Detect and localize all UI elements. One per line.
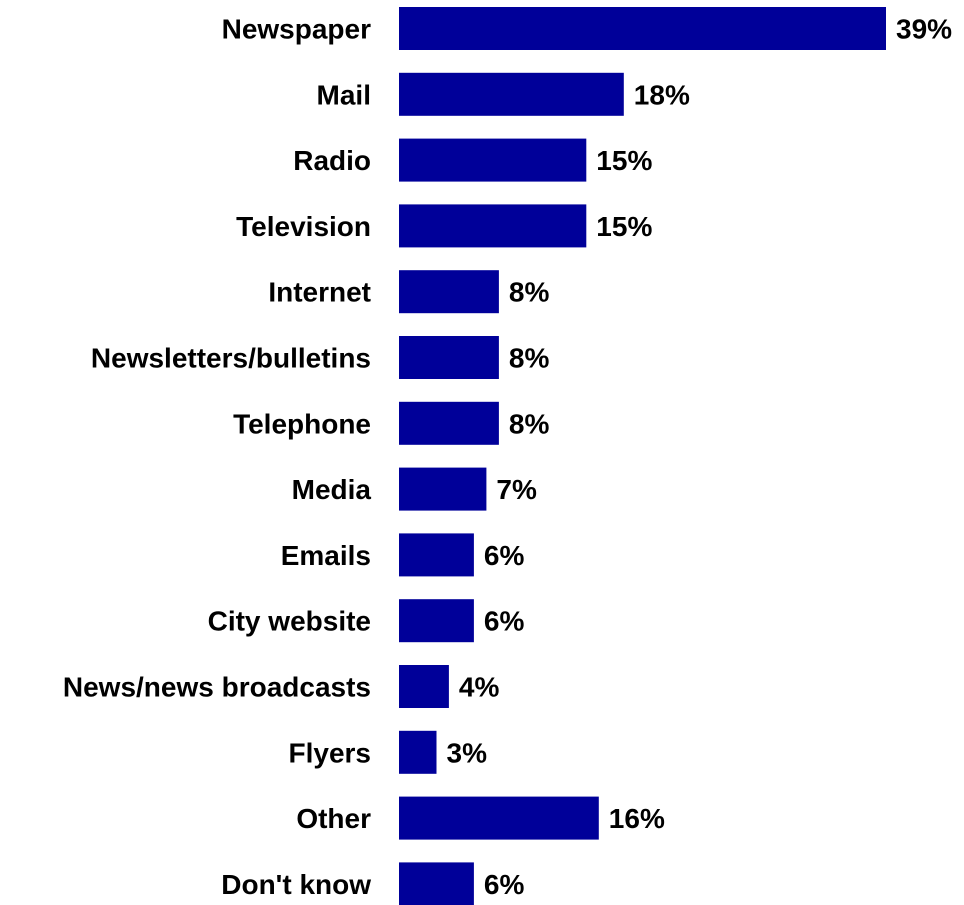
category-label-mail: Mail bbox=[317, 79, 371, 110]
category-label-media: Media bbox=[292, 474, 372, 505]
category-label-newsletters-bulletins: Newsletters/bulletins bbox=[91, 343, 371, 374]
value-label-mail: 18% bbox=[634, 79, 690, 110]
category-label-flyers: Flyers bbox=[289, 737, 372, 768]
value-label-don-t-know: 6% bbox=[484, 869, 525, 900]
category-label-telephone: Telephone bbox=[233, 408, 371, 439]
bar-radio bbox=[399, 138, 587, 182]
value-label-television: 15% bbox=[596, 211, 652, 242]
category-label-radio: Radio bbox=[293, 145, 371, 176]
category-label-internet: Internet bbox=[268, 277, 371, 308]
bar-mail bbox=[399, 72, 624, 116]
bar-news-news-broadcasts bbox=[399, 665, 449, 708]
bars-group bbox=[399, 7, 886, 905]
category-label-television: Television bbox=[236, 211, 371, 242]
value-label-emails: 6% bbox=[484, 540, 525, 571]
bar-emails bbox=[399, 533, 474, 577]
category-label-other: Other bbox=[296, 803, 371, 834]
value-label-newspaper: 39% bbox=[896, 14, 952, 45]
bar-newspaper bbox=[399, 7, 886, 50]
bar-newsletters-bulletins bbox=[399, 336, 499, 379]
value-labels-group: 39% 18% 15% 15% 8% 8% 8% 7% 6% 6% 4% 3% 16% 6% bbox=[447, 14, 953, 900]
category-labels-group: Newspaper Mail Radio Television Internet News… bbox=[63, 14, 372, 900]
value-label-news-news-broadcasts: 4% bbox=[459, 672, 500, 703]
value-label-internet: 8% bbox=[509, 277, 550, 308]
bar-internet bbox=[399, 270, 499, 314]
category-label-city-website: City website bbox=[208, 606, 371, 637]
value-label-media: 7% bbox=[496, 474, 537, 505]
category-label-newspaper: Newspaper bbox=[222, 14, 371, 45]
category-label-emails: Emails bbox=[281, 540, 371, 571]
value-label-newsletters-bulletins: 8% bbox=[509, 343, 550, 374]
value-label-other: 16% bbox=[609, 803, 665, 834]
category-label-news-news-broadcasts: News/news broadcasts bbox=[63, 672, 371, 703]
value-label-radio: 15% bbox=[596, 145, 652, 176]
value-label-telephone: 8% bbox=[509, 408, 550, 439]
bar-city-website bbox=[399, 599, 474, 643]
bar-telephone bbox=[399, 401, 499, 445]
bar-television bbox=[399, 204, 587, 248]
bar-don-t-know bbox=[399, 862, 474, 905]
value-label-flyers: 3% bbox=[447, 737, 488, 768]
category-label-don-t-know: Don't know bbox=[221, 869, 371, 900]
bar-media bbox=[399, 467, 487, 511]
bar-other bbox=[399, 796, 599, 840]
bar-flyers bbox=[399, 730, 437, 774]
value-label-city-website: 6% bbox=[484, 606, 525, 637]
